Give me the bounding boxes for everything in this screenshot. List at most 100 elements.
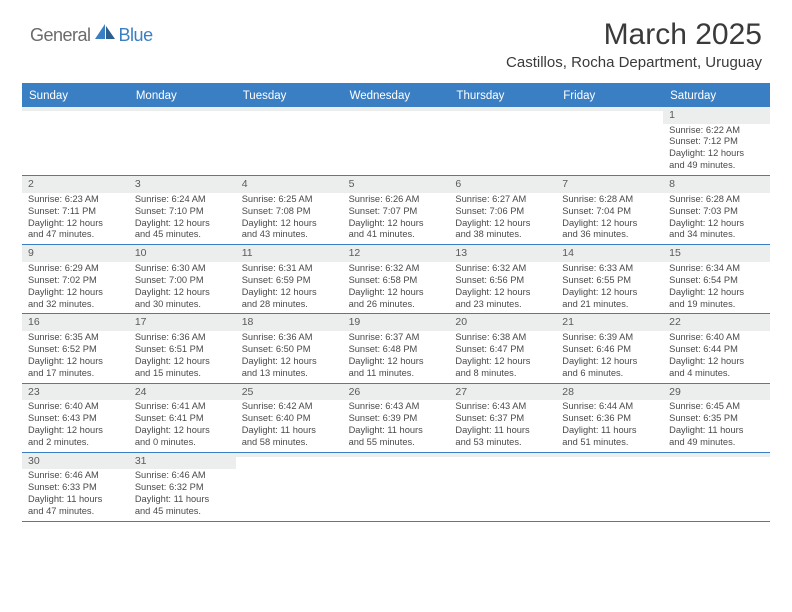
- day-details: Sunrise: 6:46 AMSunset: 6:32 PMDaylight:…: [129, 469, 236, 521]
- day-number: 28: [556, 384, 663, 401]
- sunrise-line: Sunrise: 6:40 AM: [669, 332, 764, 344]
- day-cell: [129, 107, 236, 175]
- daylight-line-1: Daylight: 11 hours: [28, 494, 123, 506]
- daylight-line-2: and 11 minutes.: [349, 368, 444, 380]
- day-number: 14: [556, 245, 663, 262]
- daylight-line-2: and 43 minutes.: [242, 229, 337, 241]
- sunset-line: Sunset: 6:43 PM: [28, 413, 123, 425]
- daylight-line-1: Daylight: 12 hours: [669, 356, 764, 368]
- sunrise-line: Sunrise: 6:30 AM: [135, 263, 230, 275]
- day-number: 12: [343, 245, 450, 262]
- day-details: Sunrise: 6:40 AMSunset: 6:44 PMDaylight:…: [663, 331, 770, 383]
- day-details: Sunrise: 6:40 AMSunset: 6:43 PMDaylight:…: [22, 400, 129, 452]
- day-cell: 19Sunrise: 6:37 AMSunset: 6:48 PMDayligh…: [343, 314, 450, 382]
- sunset-line: Sunset: 6:58 PM: [349, 275, 444, 287]
- sunset-line: Sunset: 7:10 PM: [135, 206, 230, 218]
- daylight-line-2: and 58 minutes.: [242, 437, 337, 449]
- daylight-line-1: Daylight: 12 hours: [135, 425, 230, 437]
- day-number: [556, 453, 663, 457]
- day-number: 31: [129, 453, 236, 470]
- day-number: 4: [236, 176, 343, 193]
- day-header: Friday: [556, 85, 663, 107]
- day-header: Thursday: [449, 85, 556, 107]
- sunset-line: Sunset: 7:11 PM: [28, 206, 123, 218]
- day-number: [343, 453, 450, 457]
- sunset-line: Sunset: 7:08 PM: [242, 206, 337, 218]
- day-number: 2: [22, 176, 129, 193]
- sunrise-line: Sunrise: 6:45 AM: [669, 401, 764, 413]
- daylight-line-2: and 21 minutes.: [562, 299, 657, 311]
- daylight-line-1: Daylight: 11 hours: [349, 425, 444, 437]
- daylight-line-2: and 38 minutes.: [455, 229, 550, 241]
- sunset-line: Sunset: 6:47 PM: [455, 344, 550, 356]
- day-cell: 25Sunrise: 6:42 AMSunset: 6:40 PMDayligh…: [236, 384, 343, 452]
- day-details: Sunrise: 6:43 AMSunset: 6:39 PMDaylight:…: [343, 400, 450, 452]
- sunrise-line: Sunrise: 6:25 AM: [242, 194, 337, 206]
- day-header: Wednesday: [343, 85, 450, 107]
- day-number: 19: [343, 314, 450, 331]
- day-cell: 30Sunrise: 6:46 AMSunset: 6:33 PMDayligh…: [22, 453, 129, 521]
- day-cell: 9Sunrise: 6:29 AMSunset: 7:02 PMDaylight…: [22, 245, 129, 313]
- header: General Blue March 2025 Castillos, Rocha…: [0, 0, 792, 75]
- daylight-line-1: Daylight: 12 hours: [669, 148, 764, 160]
- day-number: [449, 107, 556, 111]
- day-number: 16: [22, 314, 129, 331]
- sunrise-line: Sunrise: 6:26 AM: [349, 194, 444, 206]
- daylight-line-1: Daylight: 11 hours: [455, 425, 550, 437]
- day-details: Sunrise: 6:42 AMSunset: 6:40 PMDaylight:…: [236, 400, 343, 452]
- sunrise-line: Sunrise: 6:40 AM: [28, 401, 123, 413]
- sunset-line: Sunset: 6:36 PM: [562, 413, 657, 425]
- day-cell: 24Sunrise: 6:41 AMSunset: 6:41 PMDayligh…: [129, 384, 236, 452]
- daylight-line-1: Daylight: 12 hours: [349, 218, 444, 230]
- day-number: [556, 107, 663, 111]
- daylight-line-1: Daylight: 12 hours: [562, 356, 657, 368]
- week-row: 9Sunrise: 6:29 AMSunset: 7:02 PMDaylight…: [22, 245, 770, 314]
- day-cell: 27Sunrise: 6:43 AMSunset: 6:37 PMDayligh…: [449, 384, 556, 452]
- logo: General Blue: [30, 24, 153, 47]
- day-cell: 16Sunrise: 6:35 AMSunset: 6:52 PMDayligh…: [22, 314, 129, 382]
- day-details: Sunrise: 6:38 AMSunset: 6:47 PMDaylight:…: [449, 331, 556, 383]
- day-details: Sunrise: 6:36 AMSunset: 6:50 PMDaylight:…: [236, 331, 343, 383]
- day-details: Sunrise: 6:34 AMSunset: 6:54 PMDaylight:…: [663, 262, 770, 314]
- day-header: Tuesday: [236, 85, 343, 107]
- day-cell: 12Sunrise: 6:32 AMSunset: 6:58 PMDayligh…: [343, 245, 450, 313]
- daylight-line-2: and 49 minutes.: [669, 160, 764, 172]
- day-details: Sunrise: 6:41 AMSunset: 6:41 PMDaylight:…: [129, 400, 236, 452]
- daylight-line-2: and 2 minutes.: [28, 437, 123, 449]
- day-details: Sunrise: 6:32 AMSunset: 6:56 PMDaylight:…: [449, 262, 556, 314]
- daylight-line-1: Daylight: 12 hours: [669, 287, 764, 299]
- weeks-container: 1Sunrise: 6:22 AMSunset: 7:12 PMDaylight…: [22, 107, 770, 522]
- day-details: Sunrise: 6:31 AMSunset: 6:59 PMDaylight:…: [236, 262, 343, 314]
- day-details: Sunrise: 6:25 AMSunset: 7:08 PMDaylight:…: [236, 193, 343, 245]
- day-number: 26: [343, 384, 450, 401]
- day-headers-row: Sunday Monday Tuesday Wednesday Thursday…: [22, 85, 770, 107]
- day-number: 10: [129, 245, 236, 262]
- day-number: 21: [556, 314, 663, 331]
- day-cell: 23Sunrise: 6:40 AMSunset: 6:43 PMDayligh…: [22, 384, 129, 452]
- day-details: Sunrise: 6:29 AMSunset: 7:02 PMDaylight:…: [22, 262, 129, 314]
- day-cell: [556, 453, 663, 521]
- daylight-line-2: and 45 minutes.: [135, 229, 230, 241]
- day-number: [449, 453, 556, 457]
- day-number: 8: [663, 176, 770, 193]
- day-number: 3: [129, 176, 236, 193]
- daylight-line-2: and 4 minutes.: [669, 368, 764, 380]
- logo-text-blue: Blue: [119, 25, 153, 46]
- day-cell: 14Sunrise: 6:33 AMSunset: 6:55 PMDayligh…: [556, 245, 663, 313]
- sunset-line: Sunset: 6:56 PM: [455, 275, 550, 287]
- daylight-line-1: Daylight: 12 hours: [135, 356, 230, 368]
- daylight-line-2: and 51 minutes.: [562, 437, 657, 449]
- day-cell: 15Sunrise: 6:34 AMSunset: 6:54 PMDayligh…: [663, 245, 770, 313]
- sunset-line: Sunset: 6:37 PM: [455, 413, 550, 425]
- title-area: March 2025 Castillos, Rocha Department, …: [506, 18, 762, 71]
- sunset-line: Sunset: 7:07 PM: [349, 206, 444, 218]
- daylight-line-2: and 19 minutes.: [669, 299, 764, 311]
- day-cell: 1Sunrise: 6:22 AMSunset: 7:12 PMDaylight…: [663, 107, 770, 175]
- daylight-line-1: Daylight: 12 hours: [669, 218, 764, 230]
- daylight-line-2: and 49 minutes.: [669, 437, 764, 449]
- daylight-line-2: and 6 minutes.: [562, 368, 657, 380]
- day-cell: 6Sunrise: 6:27 AMSunset: 7:06 PMDaylight…: [449, 176, 556, 244]
- day-cell: [663, 453, 770, 521]
- sunrise-line: Sunrise: 6:46 AM: [28, 470, 123, 482]
- daylight-line-2: and 34 minutes.: [669, 229, 764, 241]
